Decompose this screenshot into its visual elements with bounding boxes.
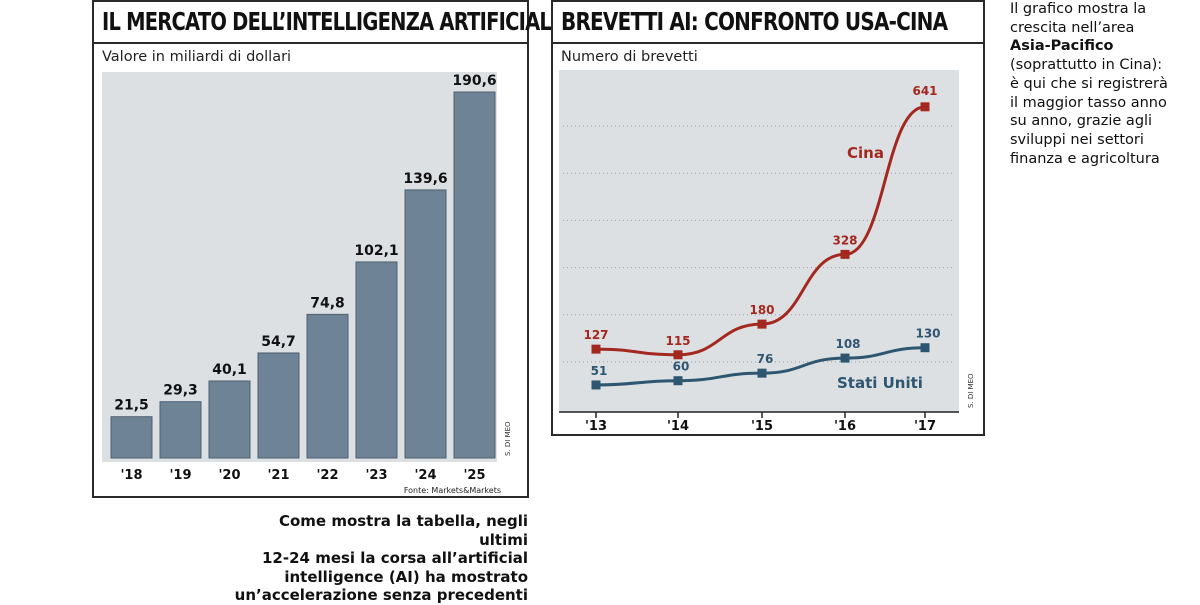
bar-value-label: 29,3 <box>163 383 198 399</box>
caption-line: intelligence (AI) ha mostrato <box>284 567 528 586</box>
x-tick-label: '22 <box>316 468 338 483</box>
data-point <box>757 368 767 378</box>
data-label: 130 <box>915 327 940 341</box>
x-tick-label: '14 <box>667 419 689 434</box>
side-note-text: Il grafico mostra la crescita nell’area <box>1010 1 1147 36</box>
caption-line: un’accelerazione senza precedenti <box>234 586 528 605</box>
series-label-cina: Cina <box>847 144 884 162</box>
line-chart: '13 '14 '15 '16 '17 127 115 180 328 641 51 60 76 108 1… <box>559 70 975 434</box>
bar <box>306 313 349 459</box>
data-point <box>591 344 601 354</box>
patents-panel: BREVETTI AI: CONFRONTO USA-CINA Numero d… <box>551 0 985 436</box>
data-label: 51 <box>591 364 608 378</box>
data-point <box>840 353 850 363</box>
data-label: 76 <box>757 352 774 366</box>
data-point <box>673 376 683 386</box>
data-label: 127 <box>583 328 608 342</box>
bar <box>257 352 300 459</box>
caption-line: 12-24 mesi la corsa all’artificial <box>262 549 528 568</box>
x-tick-label: '25 <box>463 468 485 483</box>
bar-value-label: 54,7 <box>261 334 296 350</box>
data-point <box>591 380 601 390</box>
x-tick-label: '19 <box>169 468 191 483</box>
x-tick-label: '15 <box>751 419 773 434</box>
panel-title: IL MERCATO DELL’INTELLIGENZA ARTIFICIALE <box>94 2 564 44</box>
caption: Come mostra la tabella, negli ultimi 12-… <box>232 512 528 605</box>
bar <box>355 261 398 459</box>
bar-value-label: 190,6 <box>452 73 496 89</box>
plot-background <box>559 70 959 412</box>
bar <box>159 401 202 459</box>
x-tick-label: '20 <box>218 468 240 483</box>
data-label: 60 <box>673 360 690 374</box>
bar <box>404 189 447 459</box>
bar <box>453 91 496 459</box>
data-label: 641 <box>912 84 937 98</box>
bar-value-label: 21,5 <box>114 398 149 414</box>
side-note-highlight: Asia-Pacifico <box>1010 38 1114 55</box>
data-point <box>920 102 930 112</box>
data-point <box>840 249 850 259</box>
data-label: 115 <box>665 334 690 348</box>
x-tick-label: '21 <box>267 468 289 483</box>
x-tick-label: '17 <box>914 419 936 434</box>
series-line <box>595 105 926 357</box>
panel-subtitle: Valore in miliardi di dollari <box>102 49 292 65</box>
credit: S. DI MEO <box>504 421 512 456</box>
caption-line: Come mostra la tabella, negli ultimi <box>278 512 528 549</box>
data-label: 180 <box>749 303 774 317</box>
x-tick-label: '13 <box>585 419 607 434</box>
x-tick-label: '24 <box>414 468 436 483</box>
bar-chart: 21,5 '18 29,3 '19 40,1 '20 54,7 '21 74,8 '22 102,1… <box>102 72 512 495</box>
credit: S. DI MEO <box>967 373 975 408</box>
ai-market-panel: IL MERCATO DELL’INTELLIGENZA ARTIFICIALE… <box>92 0 564 498</box>
bar <box>208 380 251 459</box>
series-label-usa: Stati Uniti <box>837 374 923 392</box>
data-point <box>673 350 683 360</box>
x-tick-label: '18 <box>120 468 142 483</box>
bar-value-label: 40,1 <box>212 362 247 378</box>
panel-subtitle: Numero di brevetti <box>561 49 698 65</box>
data-label: 108 <box>835 337 860 351</box>
bar-value-label: 102,1 <box>354 243 398 259</box>
bar-value-label: 139,6 <box>403 171 447 187</box>
bar-value-label: 74,8 <box>310 295 345 311</box>
source-note: Fonte: Markets&Markets <box>404 486 501 495</box>
side-note-text: (soprattutto in Cina): è qui che si regi… <box>1010 57 1168 167</box>
x-tick-label: '16 <box>834 419 856 434</box>
data-point <box>757 319 767 329</box>
bar <box>110 416 153 459</box>
side-note: Il grafico mostra la crescita nell’area … <box>1010 0 1170 168</box>
x-tick-label: '23 <box>365 468 387 483</box>
data-label: 328 <box>832 233 857 247</box>
data-point <box>920 343 930 353</box>
panel-title: BREVETTI AI: CONFRONTO USA-CINA <box>553 2 983 44</box>
